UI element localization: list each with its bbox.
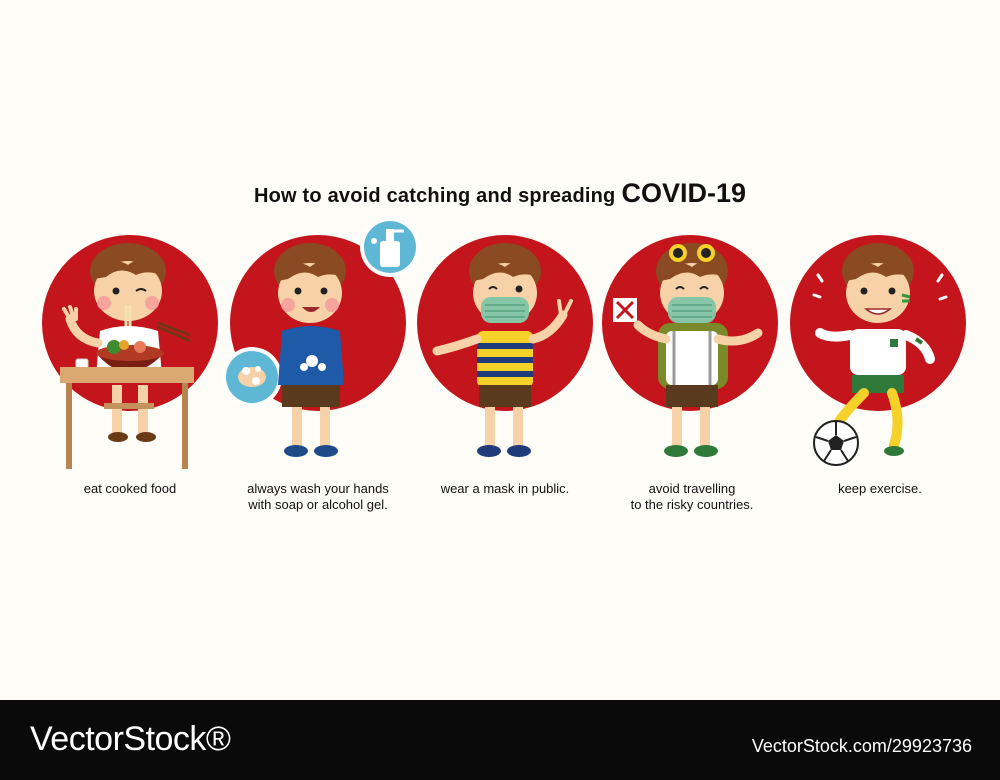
tip-caption-line: always wash your hands [247,481,389,496]
tip-caption-line: eat cooked food [83,481,177,496]
tip-caption: wear a mask in public. [395,481,615,497]
tip-keep-exercise: keep exercise. [790,235,970,535]
masked-boy-icon [417,235,593,457]
eating-boy-icon [42,235,218,469]
footer-bar: VectorStock® VectorStock.com/29923736 [0,700,1000,780]
football-boy-icon [790,235,966,466]
tip-caption: avoid travelling to the risky countries. [582,481,802,513]
tip-eat-cooked-food: eat cooked food [40,235,220,535]
tip-caption-line: to the risky countries. [630,497,754,512]
title-covid: COVID-19 [621,178,747,208]
image-id-text: VectorStock.com/29923736 [751,736,972,756]
tip-caption: eat cooked food [20,481,240,497]
title-main: How to avoid catching and spreading [253,185,616,207]
tip-caption-line: avoid travelling [648,481,736,496]
handwashing-boy-icon [222,217,420,457]
tip-caption-line: wear a mask in public. [440,481,570,496]
tip-caption: always wash your hands with soap or alco… [208,481,428,513]
tip-caption-line: with soap or alcohol gel. [248,497,388,512]
page-title: How to avoid catching and spreading COVID… [0,178,1000,209]
tip-avoid-travelling: avoid travelling to the risky countries. [602,235,782,535]
traveller-boy-icon [602,235,778,457]
tip-caption: keep exercise. [770,481,990,497]
tip-wash-hands: always wash your hands with soap or alco… [222,217,420,535]
vectorstock-logo: VectorStock® [30,720,231,758]
tip-wear-mask: wear a mask in public. [415,235,595,535]
tips-row: eat cooked food [40,217,970,535]
tip-caption-line: keep exercise. [838,481,922,496]
